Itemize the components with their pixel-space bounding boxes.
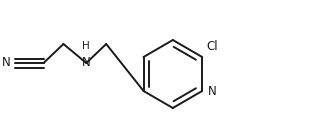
Text: N: N — [82, 56, 91, 70]
Text: N: N — [208, 85, 217, 98]
Text: N: N — [2, 56, 11, 70]
Text: H: H — [82, 41, 90, 51]
Text: Cl: Cl — [206, 40, 218, 53]
